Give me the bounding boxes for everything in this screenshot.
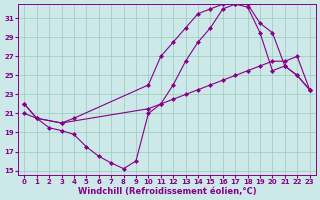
X-axis label: Windchill (Refroidissement éolien,°C): Windchill (Refroidissement éolien,°C) bbox=[78, 187, 256, 196]
